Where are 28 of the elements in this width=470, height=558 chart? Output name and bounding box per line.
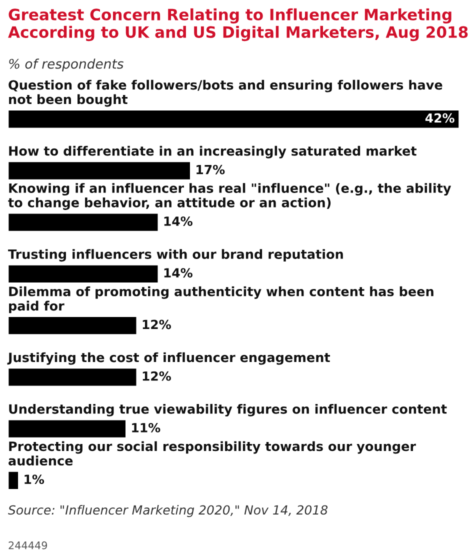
data-label: 42% — [425, 113, 454, 123]
chart-title: Greatest Concern Relating to Influencer Marketing According to UK and US Digital Marketers, Aug 2018 — [8, 8, 468, 42]
bar — [8, 160, 192, 181]
y-tick-label: Justifying the cost of influencer engagement — [7, 352, 330, 365]
chart-subtitle: % of respondents — [9, 58, 124, 72]
y-tick-label: Knowing if an influencer has real "influence" (e.g., the ability to change behavior, an attitude or an action) — [8, 183, 452, 210]
data-label: 12% — [142, 320, 171, 330]
bar — [8, 264, 160, 284]
data-label: 14% — [164, 268, 192, 278]
bar — [8, 367, 138, 388]
data-label: 12% — [142, 371, 171, 381]
source-note: Source: "Influencer Marketing 2020," Nov 14, 2018 — [8, 504, 328, 518]
data-label: 14% — [164, 216, 192, 226]
bar — [8, 109, 460, 130]
data-label: 17% — [196, 164, 225, 174]
y-tick-label: How to differentiate in an increasingly saturated market — [9, 146, 416, 158]
bar — [8, 212, 160, 232]
y-tick-label: Dilemma of promoting authenticity when content has been paid for — [9, 286, 434, 314]
bar — [8, 418, 127, 439]
y-tick-label: Protecting our social responsibility towards our younger audience — [8, 441, 416, 466]
text: 244449 — [8, 541, 48, 550]
data-label: 11% — [132, 422, 160, 432]
y-tick-label: Trusting influencers with our brand reputation — [8, 249, 343, 262]
bar — [8, 470, 20, 490]
data-label: 1% — [24, 474, 44, 484]
y-tick-label: Understanding true viewability figures on influencer content — [9, 404, 447, 416]
bar — [8, 316, 138, 336]
y-tick-label: Question of fake followers/bots and ensuring followers have not been bought — [8, 80, 442, 107]
